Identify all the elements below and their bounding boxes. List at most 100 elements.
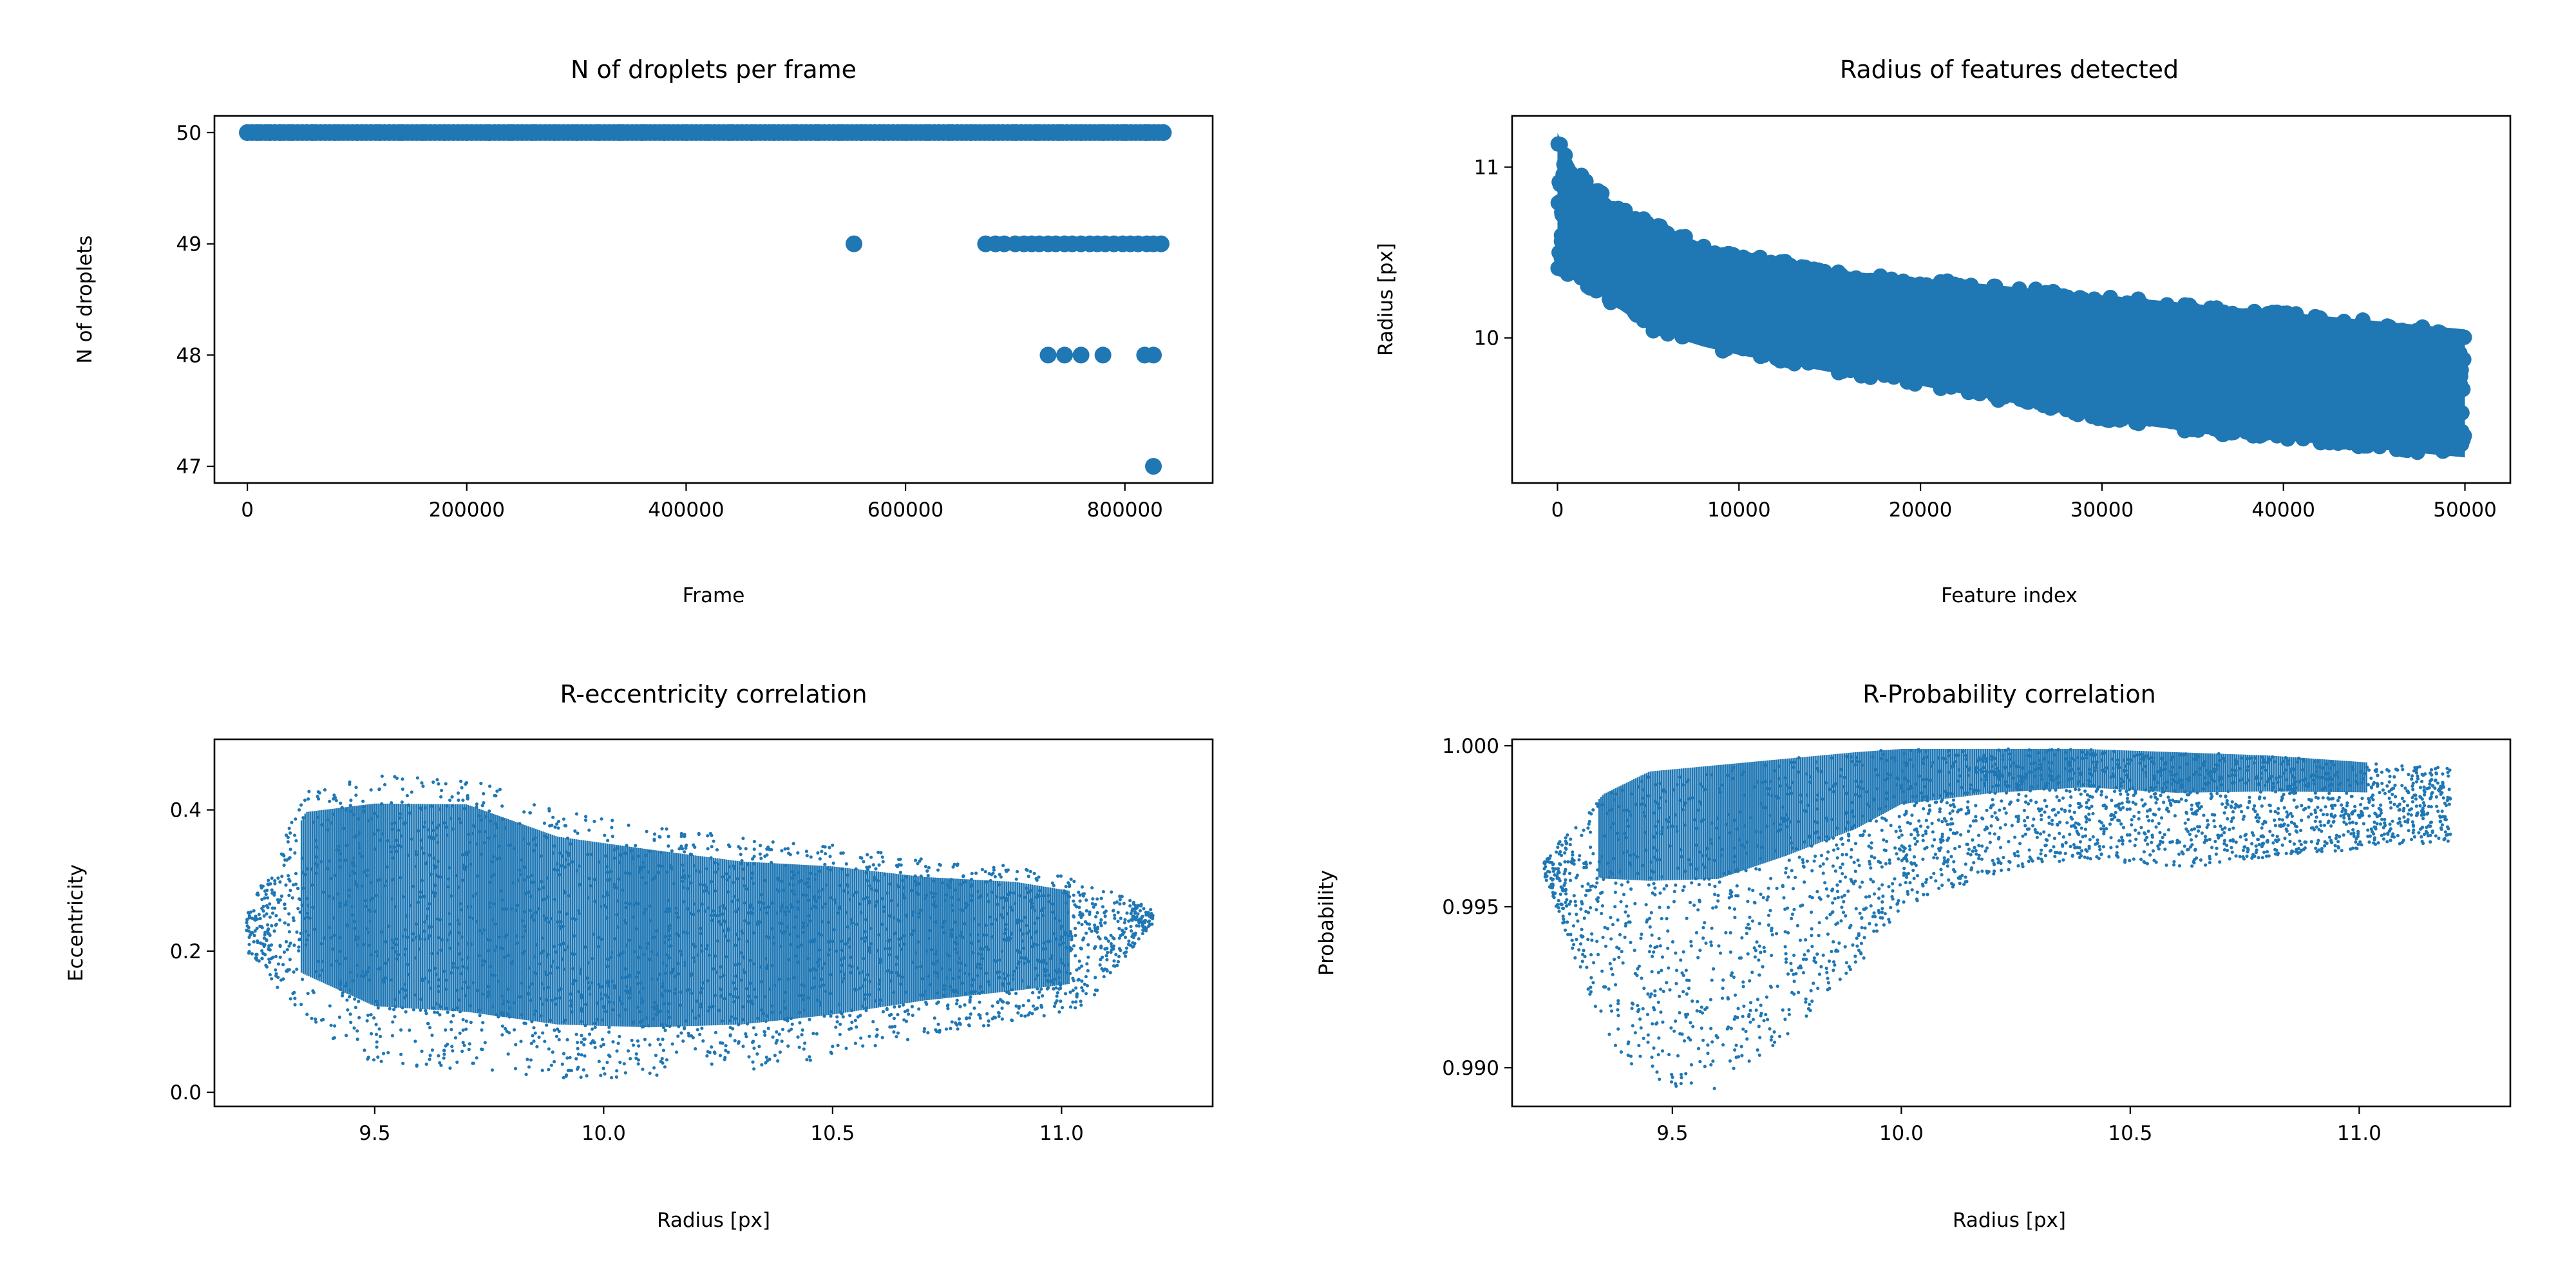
data-point	[446, 1010, 450, 1014]
data-point	[2062, 301, 2078, 317]
data-point	[1072, 346, 1090, 364]
data-point	[345, 998, 349, 1002]
data-point	[925, 869, 929, 873]
data-point	[566, 1068, 570, 1072]
data-point	[2267, 411, 2283, 427]
data-point	[1732, 298, 1748, 314]
data-point	[1114, 952, 1118, 956]
data-point	[1867, 303, 1883, 319]
data-point	[904, 1019, 909, 1023]
data-point	[938, 863, 942, 867]
data-point	[1636, 290, 1653, 307]
data-point	[2034, 307, 2050, 323]
data-point	[2329, 410, 2345, 426]
data-point	[924, 1000, 928, 1005]
data-point	[616, 1041, 620, 1045]
data-point	[1777, 279, 1794, 295]
data-point	[257, 959, 261, 963]
chart-title: R-eccentricity correlation	[560, 680, 867, 708]
data-point	[679, 1031, 683, 1035]
data-point	[282, 950, 287, 954]
data-point	[1145, 458, 1162, 475]
data-point	[349, 799, 353, 802]
data-point	[2210, 332, 2226, 348]
data-point	[757, 1045, 761, 1048]
data-point	[553, 1028, 556, 1032]
data-point	[1654, 222, 1670, 238]
data-point	[2271, 367, 2287, 383]
data-point	[1039, 1003, 1043, 1007]
data-point	[1604, 286, 1620, 302]
data-point	[1000, 1017, 1004, 1021]
data-point	[295, 930, 299, 934]
data-point	[747, 1055, 751, 1059]
data-point	[1141, 931, 1144, 936]
data-point	[284, 940, 289, 943]
data-point	[741, 1045, 745, 1048]
data-point	[1136, 912, 1140, 916]
data-point	[1014, 1004, 1018, 1008]
data-point	[1944, 367, 1960, 383]
data-point	[252, 934, 256, 938]
data-point	[802, 1047, 806, 1051]
data-point	[1128, 904, 1132, 908]
data-point	[1116, 919, 1120, 923]
data-point	[1079, 1003, 1083, 1007]
data-point	[993, 875, 997, 878]
data-point	[926, 1031, 930, 1035]
data-point	[853, 1018, 857, 1023]
data-point	[442, 1048, 446, 1053]
data-point	[1073, 903, 1077, 907]
data-point	[1099, 923, 1103, 927]
data-point	[796, 851, 800, 855]
data-point	[811, 1032, 815, 1036]
data-point	[276, 962, 281, 966]
data-point	[957, 1017, 961, 1021]
data-point	[461, 1041, 465, 1045]
data-point	[495, 789, 499, 793]
data-point	[2264, 305, 2280, 321]
data-point	[2018, 315, 2034, 331]
data-point	[563, 824, 567, 828]
data-point	[537, 1035, 541, 1039]
x-tick-label: 200000	[429, 498, 505, 522]
data-point	[706, 1050, 710, 1054]
data-point	[378, 1034, 383, 1038]
data-point	[1133, 933, 1137, 937]
data-point	[2032, 360, 2049, 376]
data-point	[923, 864, 928, 869]
data-point	[562, 817, 566, 821]
data-point	[831, 1045, 835, 1048]
data-point	[791, 842, 795, 846]
data-point	[1027, 999, 1030, 1003]
data-point	[500, 1024, 505, 1028]
data-point	[607, 1053, 611, 1057]
data-point	[1071, 989, 1075, 992]
data-point	[288, 958, 292, 961]
data-point	[992, 866, 996, 869]
data-point	[754, 1033, 758, 1037]
data-point	[1052, 884, 1056, 887]
data-point	[399, 1052, 403, 1056]
data-point	[377, 1027, 381, 1031]
data-point	[461, 1018, 465, 1021]
data-point	[997, 1014, 1001, 1018]
data-point	[464, 781, 469, 785]
data-point	[660, 1057, 664, 1061]
data-point	[1124, 946, 1129, 950]
data-point	[471, 1061, 475, 1065]
data-point	[2045, 399, 2061, 415]
data-point	[1918, 366, 1935, 382]
data-point	[2334, 325, 2351, 341]
data-point	[363, 1048, 366, 1052]
data-point	[1122, 902, 1126, 905]
data-point	[2179, 343, 2195, 359]
data-point	[950, 1020, 954, 1024]
data-point	[1582, 280, 1598, 296]
data-point	[2344, 426, 2360, 442]
data-point	[1094, 976, 1097, 980]
data-point	[1890, 364, 1906, 380]
data-point	[2090, 357, 2107, 373]
data-point	[1633, 278, 1649, 294]
data-point	[464, 1019, 468, 1023]
